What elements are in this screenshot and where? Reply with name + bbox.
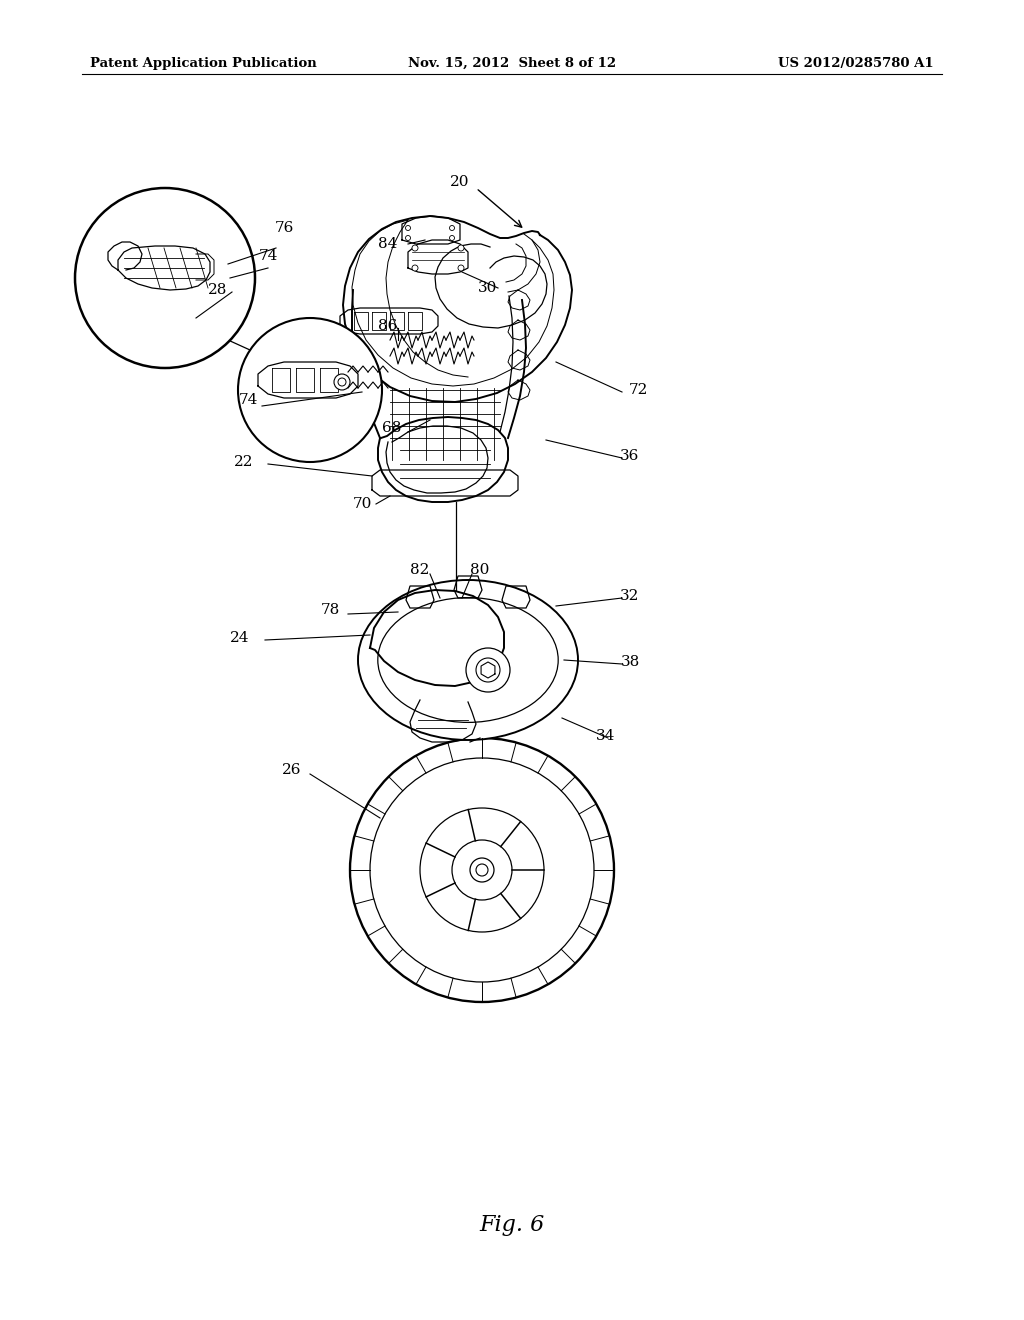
Text: 78: 78 [321, 603, 340, 616]
Circle shape [406, 226, 411, 231]
Text: 86: 86 [378, 319, 397, 333]
Text: 36: 36 [621, 449, 640, 463]
Text: 26: 26 [283, 763, 302, 777]
Text: 68: 68 [382, 421, 401, 436]
Circle shape [412, 265, 418, 271]
Text: 28: 28 [208, 282, 227, 297]
Circle shape [466, 648, 510, 692]
Ellipse shape [378, 598, 558, 722]
Text: 20: 20 [451, 176, 470, 189]
Circle shape [370, 758, 594, 982]
Circle shape [450, 235, 455, 240]
Text: 34: 34 [596, 729, 615, 743]
Circle shape [470, 858, 494, 882]
Text: Fig. 6: Fig. 6 [479, 1214, 545, 1236]
Ellipse shape [358, 579, 578, 741]
Circle shape [334, 374, 350, 389]
Text: 32: 32 [621, 589, 640, 603]
Circle shape [458, 265, 464, 271]
Circle shape [238, 318, 382, 462]
Text: 24: 24 [230, 631, 250, 645]
Circle shape [458, 246, 464, 251]
Text: 70: 70 [352, 498, 372, 511]
Circle shape [338, 378, 346, 385]
Circle shape [350, 738, 614, 1002]
Circle shape [476, 657, 500, 682]
Text: US 2012/0285780 A1: US 2012/0285780 A1 [778, 57, 934, 70]
Text: 76: 76 [274, 220, 294, 235]
Text: 74: 74 [258, 249, 278, 263]
Text: 38: 38 [621, 655, 640, 669]
Text: 30: 30 [478, 281, 498, 294]
Circle shape [450, 226, 455, 231]
Text: 84: 84 [378, 238, 397, 251]
Circle shape [420, 808, 544, 932]
Circle shape [452, 840, 512, 900]
Text: 74: 74 [239, 393, 258, 407]
Text: 80: 80 [470, 564, 489, 577]
Circle shape [412, 246, 418, 251]
Circle shape [406, 235, 411, 240]
Text: 22: 22 [234, 455, 254, 469]
Circle shape [476, 865, 488, 876]
Circle shape [75, 187, 255, 368]
Text: 82: 82 [411, 564, 430, 577]
Text: Nov. 15, 2012  Sheet 8 of 12: Nov. 15, 2012 Sheet 8 of 12 [408, 57, 616, 70]
Text: Patent Application Publication: Patent Application Publication [90, 57, 316, 70]
Text: 72: 72 [629, 383, 648, 397]
